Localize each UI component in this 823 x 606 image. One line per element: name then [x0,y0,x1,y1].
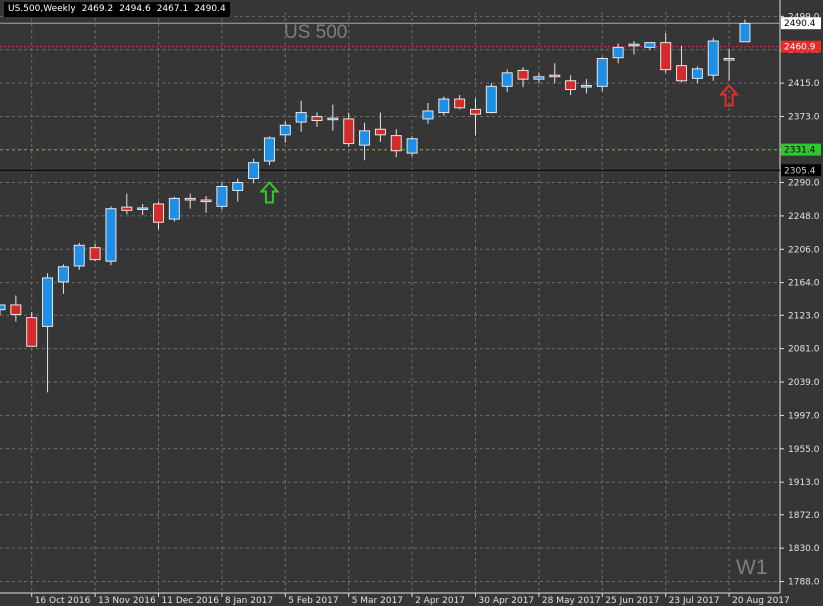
x-tick-label: 23 Jul 2017 [669,596,720,606]
bull-candle [612,46,624,59]
bull-candle [216,185,228,207]
y-tick-label: 1830.0 [788,544,820,554]
bear-candle [10,304,22,315]
resistance-line-label: 2460.9 [784,43,816,53]
x-tick-label: 5 Mar 2017 [352,596,403,606]
current-price-line-tag [781,17,821,30]
x-tick-label: 28 May 2017 [542,596,601,606]
y-tick-label: 2164.0 [788,279,820,289]
bull-candle [137,207,149,210]
y-tick-label: 2373.0 [788,113,820,123]
level-line-label: 2305.4 [784,166,816,176]
bear-candle [549,74,561,78]
y-tick-label: 1913.0 [788,478,820,488]
bull-candle [73,244,85,267]
bear-candle [343,118,355,145]
bear-candle [723,58,735,61]
low-value: 2467.1 [156,4,189,14]
bull-candle [0,304,6,311]
bull-candle [105,208,117,262]
y-tick-label: 2039.0 [788,378,820,388]
bull-candle [168,197,180,220]
y-tick-label: 2081.0 [788,345,820,355]
symbol-watermark: US 500 [284,22,348,43]
bear-candle [311,116,323,122]
x-tick-label: 13 Nov 2016 [98,596,156,606]
bull-candle [422,110,434,120]
bear-candle [200,199,212,203]
bull-candle [596,58,608,87]
current-price-line-label: 2490.4 [784,19,816,29]
symbol-label: US.500,Weekly [8,4,76,14]
bear-candle [26,317,38,347]
open-value: 2469.2 [81,4,114,14]
support-line-tag [781,143,821,156]
x-tick-label: 25 Jun 2017 [605,596,659,606]
bear-candle [565,80,577,91]
close-value: 2490.4 [194,4,226,14]
bear-candle [121,206,133,211]
bull-candle [232,182,244,191]
bull-candle [438,98,450,114]
x-tick-label: 8 Jan 2017 [225,596,273,606]
y-tick-label: 1955.0 [788,445,820,455]
bull-candle [533,76,545,80]
buy-arrow-icon [259,181,280,204]
bear-candle [89,247,101,261]
y-tick-label: 2290.0 [788,179,820,189]
bull-candle [691,68,703,79]
bull-candle [501,72,513,87]
bear-candle [676,65,688,82]
bull-candle [42,277,54,327]
bull-candle [580,85,592,88]
high-value: 2494.6 [119,4,151,14]
x-tick-label: 20 Aug 2017 [732,596,790,606]
bear-candle [374,128,386,136]
resistance-line-tag [781,40,821,53]
bull-candle [359,130,371,146]
bull-candle [406,138,418,154]
bull-candle [644,42,656,48]
bear-candle [153,203,164,223]
y-tick-label: 2123.0 [788,311,820,321]
symbol-info-bar: US.500,Weekly 2469.2 2494.6 2467.1 2490.4 [4,2,230,17]
bear-candle [660,42,672,71]
bull-candle [295,112,307,123]
bull-candle [628,43,640,47]
y-tick-label: 2415.0 [788,79,820,89]
x-tick-label: 5 Feb 2017 [288,596,338,606]
y-tick-label: 1997.0 [788,411,820,421]
y-tick-label: 1788.0 [788,578,820,588]
bear-candle [390,135,402,152]
bear-candle [184,197,196,201]
support-line-label: 2331.4 [784,146,816,156]
x-tick-label: 30 Apr 2017 [479,596,535,606]
bear-candle [470,108,481,115]
bull-candle [57,266,69,283]
x-tick-label: 2 Apr 2017 [415,596,465,606]
timeframe-watermark: W1 [736,556,768,579]
sell-arrow-icon [718,84,740,107]
y-tick-label: 2206.0 [788,245,820,255]
y-tick-label: 2248.0 [788,212,820,222]
x-tick-label: 16 Oct 2016 [35,596,91,606]
bull-candle [327,117,339,121]
bull-candle [248,162,260,180]
y-tick-label: 1872.0 [788,511,820,521]
bear-candle [454,98,466,109]
level-line-tag [781,164,821,177]
bull-candle [485,85,497,114]
bull-candle [707,40,719,76]
bull-candle [739,23,751,43]
bull-candle [279,124,291,136]
bull-candle [263,137,275,162]
x-tick-label: 11 Dec 2016 [162,596,220,606]
bear-candle [517,69,529,80]
